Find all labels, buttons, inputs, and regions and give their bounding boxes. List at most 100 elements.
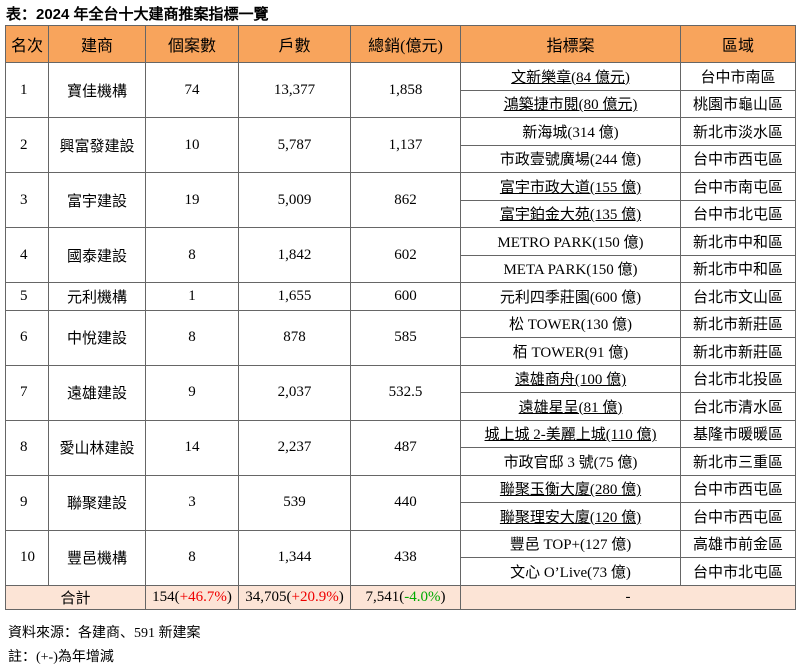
column-header: 指標案 — [460, 25, 681, 63]
total-close: ) — [226, 588, 232, 605]
project: 聯聚理安大廈(120 億) — [460, 502, 681, 531]
cell-rank: 5 — [5, 282, 49, 311]
cell-sales: 600 — [350, 282, 461, 311]
table-row: 7 遠雄建設 9 2,037 532.5 遠雄商舟(100 億) 台北市北投區 — [5, 364, 796, 421]
project: META PARK(150 億) — [460, 254, 681, 283]
project: 松 TOWER(130 億) — [460, 309, 681, 338]
area: 台中市西屯區 — [680, 474, 796, 503]
area: 台中市西屯區 — [680, 144, 796, 173]
total-units: 34,705(+20.9%) — [238, 584, 351, 610]
total-rest: - — [460, 584, 796, 610]
project: 市政壹號廣場(244 億) — [460, 144, 681, 173]
area: 新北市中和區 — [680, 254, 796, 283]
total-base: 154( — [152, 588, 180, 605]
table-row: 市政官邸 3 號(75 億) 新北市三重區 — [6, 447, 796, 476]
cell-units: 5,787 — [238, 117, 351, 173]
cell-count: 3 — [145, 474, 239, 531]
area: 台北市文山區 — [680, 282, 796, 311]
cell-units: 539 — [238, 474, 351, 531]
area: 新北市新莊區 — [680, 337, 796, 366]
cell-count: 8 — [145, 529, 239, 586]
cell-company: 愛山林建設 — [48, 419, 146, 476]
cell-units: 2,237 — [238, 419, 351, 476]
cell-sales: 532.5 — [350, 364, 461, 421]
area: 台中市西屯區 — [680, 502, 796, 531]
project: 遠雄星呈(81 億) — [460, 392, 681, 421]
cell-company: 豐邑機構 — [48, 529, 146, 586]
total-base: 7,541( — [365, 588, 405, 605]
project: 鴻築捷市閱(80 億元) — [460, 89, 681, 118]
area: 新北市中和區 — [680, 227, 796, 256]
cell-rank: 10 — [5, 529, 49, 586]
cell-units: 13,377 — [238, 62, 351, 118]
total-row: 合計 154(+46.7%) 34,705(+20.9%) 7,541(-4.0%) - — [5, 584, 796, 610]
column-header: 戶數 — [238, 25, 351, 63]
project: 富宇鉑金大苑(135 億) — [460, 199, 681, 228]
area: 新北市新莊區 — [680, 309, 796, 338]
project: METRO PARK(150 億) — [460, 227, 681, 256]
project: 文心 O’Live(73 億) — [460, 557, 681, 586]
table-row: 2 興富發建設 10 5,787 1,137 新海城(314 億) 新北市淡水區 — [5, 117, 796, 173]
area: 桃園市龜山區 — [680, 89, 796, 118]
table: 名次 建商 個案數 戶數 總銷(億元) 指標案 區域 1 寶佳機構 74 13,377 1,858 文… — [5, 25, 796, 610]
area: 台北市北投區 — [680, 364, 796, 393]
column-header: 區域 — [680, 25, 796, 63]
cell-count: 8 — [145, 227, 239, 283]
area: 高雄市前金區 — [680, 529, 796, 558]
cell-units: 5,009 — [238, 172, 351, 228]
column-header: 名次 — [5, 25, 49, 63]
total-base: 34,705( — [245, 588, 292, 605]
cell-count: 8 — [145, 309, 239, 366]
cell-sales: 1,858 — [350, 62, 461, 118]
table-row: 8 愛山林建設 14 2,237 487 城上城 2-美麗上城(110 億) 基隆市暖暖區 — [5, 419, 796, 476]
project: 文新樂章(84 億元) — [460, 62, 681, 91]
cell-company: 富宇建設 — [48, 172, 146, 228]
project: 豐邑 TOP+(127 億) — [460, 529, 681, 558]
cell-rank: 7 — [5, 364, 49, 421]
area: 台中市北屯區 — [680, 199, 796, 228]
project: 元利四季莊園(600 億) — [460, 282, 681, 311]
cell-rank: 1 — [5, 62, 49, 118]
table-row: 聯聚理安大廈(120 億) 台中市西屯區 — [6, 502, 796, 531]
table-row: 4 國泰建設 8 1,842 602 METRO PARK(150 億) 新北市中和區 — [5, 227, 796, 283]
project: 富宇市政大道(155 億) — [460, 172, 681, 201]
table-row: 文心 O’Live(73 億) 台中市北屯區 — [6, 557, 796, 586]
cell-rank: 6 — [5, 309, 49, 366]
cell-company: 聯聚建設 — [48, 474, 146, 531]
total-close: ) — [338, 588, 344, 605]
source: 資料來源：各建商、591 新建案 — [8, 626, 201, 641]
cell-rank: 3 — [5, 172, 49, 228]
cell-company: 寶佳機構 — [48, 62, 146, 118]
total-count: 154(+46.7%) — [145, 584, 239, 610]
cell-sales: 585 — [350, 309, 461, 366]
table-row: 栢 TOWER(91 億) 新北市新莊區 — [6, 337, 796, 366]
cell-count: 14 — [145, 419, 239, 476]
project: 栢 TOWER(91 億) — [460, 337, 681, 366]
total-label: 合計 — [5, 584, 146, 610]
total-change: -4.0% — [404, 588, 441, 605]
cell-units: 2,037 — [238, 364, 351, 421]
cell-units: 1,344 — [238, 529, 351, 586]
cell-sales: 1,137 — [350, 117, 461, 173]
project: 市政官邸 3 號(75 億) — [460, 447, 681, 476]
cell-units: 1,842 — [238, 227, 351, 283]
cell-sales: 440 — [350, 474, 461, 531]
table-row: 5 元利機構 1 1,655 600 元利四季莊園(600 億) 台北市文山區 — [5, 282, 796, 311]
total-sales: 7,541(-4.0%) — [350, 584, 461, 610]
table-row: 富宇鉑金大苑(135 億) 台中市北屯區 — [6, 199, 796, 228]
total-change: +46.7% — [179, 588, 227, 605]
area: 台中市北屯區 — [680, 557, 796, 586]
area: 台中市南屯區 — [680, 172, 796, 201]
area: 新北市三重區 — [680, 447, 796, 476]
table-body: 1 寶佳機構 74 13,377 1,858 文新樂章(84 億元) 台中市南區 鴻築捷市閱(… — [5, 62, 796, 610]
header-row: 名次 建商 個案數 戶數 總銷(億元) 指標案 區域 — [5, 25, 796, 63]
area: 台中市南區 — [680, 62, 796, 91]
cell-count: 9 — [145, 364, 239, 421]
cell-units: 1,655 — [238, 282, 351, 311]
cell-sales: 862 — [350, 172, 461, 228]
cell-count: 74 — [145, 62, 239, 118]
project: 聯聚玉衡大廈(280 億) — [460, 474, 681, 503]
cell-sales: 602 — [350, 227, 461, 283]
cell-rank: 9 — [5, 474, 49, 531]
